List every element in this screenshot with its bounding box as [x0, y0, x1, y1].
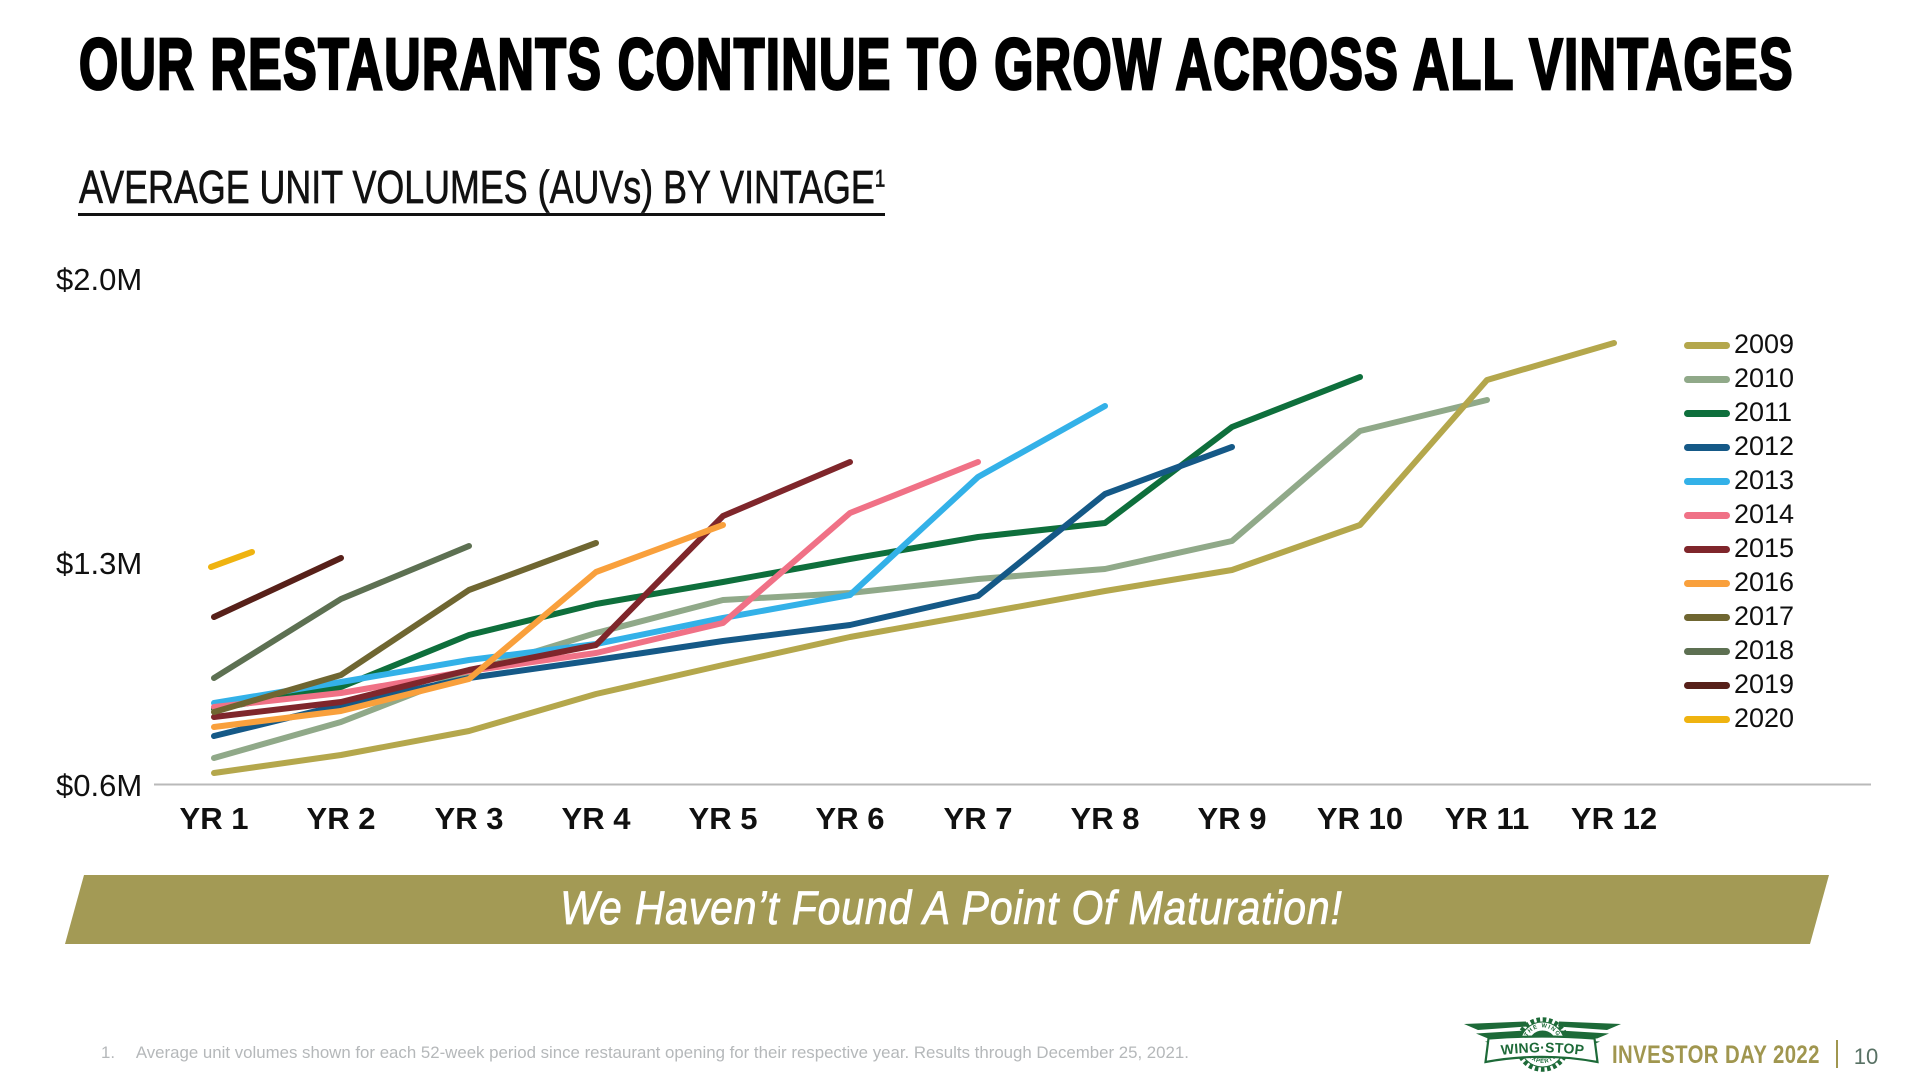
svg-text:WING·STOP: WING·STOP [1500, 1039, 1585, 1058]
